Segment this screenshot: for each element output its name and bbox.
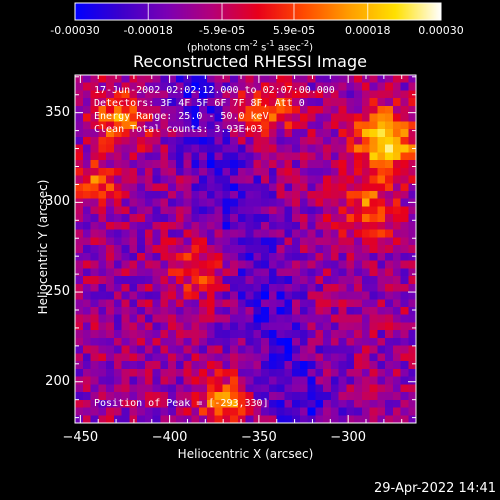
y-tick-label: 250 (45, 284, 70, 300)
y-tick-label: 350 (45, 104, 70, 120)
info-time-range: 17-Jun-2002 02:02:12.000 to 02:07:00.000 (94, 85, 335, 96)
colorbar-tick-label: 0.00030 (418, 24, 464, 37)
colorbar-tick-label: -0.00018 (123, 24, 173, 37)
x-tick-label: −450 (62, 430, 99, 445)
x-axis-label: Heliocentric X (arcsec) (177, 447, 314, 461)
heatmap-image (75, 75, 416, 423)
colorbar-tick-label: 0.00018 (345, 24, 391, 37)
y-axis-label: Heliocentric Y (arcsec) (36, 179, 50, 315)
heatmap-canvas (75, 75, 416, 423)
info-energy-range: Energy Range: 25.0 - 50.0 keV (94, 111, 269, 122)
info-total-counts: Clean Total counts: 3.93E+03 (94, 124, 263, 135)
info-peak-position: Position of Peak = [-293,330] (94, 398, 269, 409)
plot-border (74, 74, 417, 424)
colorbar-tick-label: -5.9e-05 (198, 24, 246, 37)
x-tick-label: −300 (330, 430, 367, 445)
colorbar-gradient (75, 3, 441, 20)
colorbar (74, 2, 442, 21)
y-tick-label: 200 (45, 373, 70, 389)
colorbar-tick-label: 5.9e-05 (272, 24, 316, 37)
x-tick-label: −400 (151, 430, 188, 445)
plot-title: Reconstructed RHESSI Image (133, 52, 367, 71)
colorbar-tick-label: -0.00030 (50, 24, 100, 37)
info-detectors: Detectors: 3F 4F 5F 6F 7F 8F, Att 0 (94, 98, 305, 109)
timestamp: 29-Apr-2022 14:41 (374, 481, 496, 496)
colorbar-unit-label: (photons cm-2 s-1 asec-2) (186, 38, 314, 54)
y-tick-label: 300 (45, 194, 70, 210)
x-tick-label: −350 (241, 430, 277, 445)
